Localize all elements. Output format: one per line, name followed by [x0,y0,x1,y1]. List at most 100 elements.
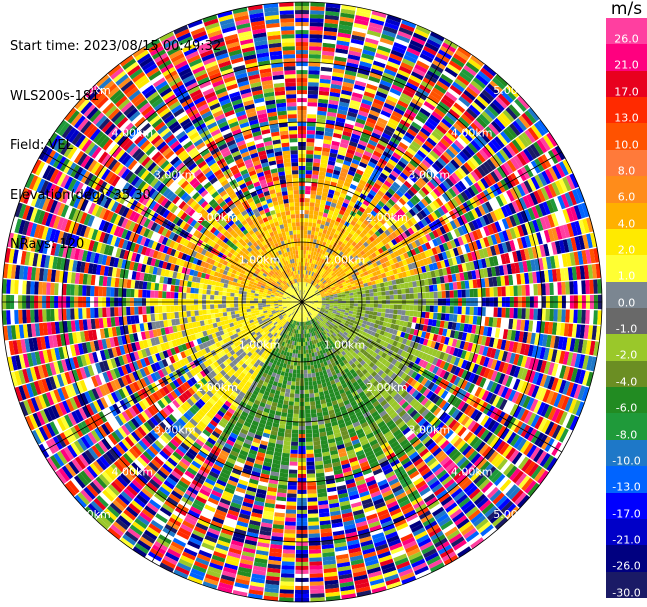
range-gate [451,172,461,183]
range-gate [368,75,381,84]
range-gate [533,308,538,320]
range-gate [391,84,404,93]
range-gate [459,134,470,145]
range-gate [454,169,464,180]
range-gate [341,134,351,141]
range-gate [303,230,308,235]
range-gate [352,30,366,38]
range-gate [320,74,332,80]
range-gate [397,175,406,184]
range-gate [391,238,398,246]
range-gate [330,265,335,270]
range-gate [338,175,346,182]
range-gate [437,305,442,313]
range-gate [311,271,315,277]
range-gate [290,445,298,450]
range-gate [342,239,349,245]
range-gate [389,304,394,309]
range-gate [334,56,347,62]
range-gate [332,273,337,278]
range-gate [433,291,438,299]
range-gate [404,229,411,237]
range-gate [397,226,404,234]
range-gate [453,290,458,298]
range-gate [312,243,316,248]
range-gate [425,312,430,319]
range-gate [502,109,515,123]
range-gate [444,283,450,291]
range-gate [348,244,355,250]
range-gate [369,220,377,227]
range-gate [293,405,300,410]
range-gate [368,285,373,290]
range-gate [343,245,349,251]
range-gate [343,160,352,167]
range-gate [387,187,396,196]
range-gate [308,246,313,251]
range-gate [293,345,297,350]
range-gate [460,113,473,125]
range-gate [406,189,415,198]
range-gate [321,258,325,264]
range-gate [346,252,352,258]
range-gate [419,53,434,63]
range-gate [437,291,442,299]
range-gate [289,393,295,398]
range-gate [327,107,338,114]
range-gate [410,217,418,225]
range-gate [380,110,392,118]
range-gate [351,252,357,258]
range-gate [320,267,325,273]
range-gate [336,113,347,120]
range-gate [346,115,357,122]
range-gate [372,196,380,204]
range-gate [322,143,331,149]
range-gate [346,62,359,69]
range-gate [486,83,500,96]
range-gate [397,208,406,217]
range-gate [313,436,320,442]
range-gate [315,283,319,288]
range-gate [353,255,359,261]
range-gate [369,307,374,312]
range-gate [503,87,517,101]
range-gate [397,30,412,40]
range-gate [308,70,320,75]
range-gate [324,127,334,133]
range-gate [404,85,417,95]
range-gate [348,50,362,57]
range-gate [325,271,330,276]
range-gate [318,253,322,258]
range-gate [357,241,363,247]
range-gate [379,172,388,180]
range-gate [313,259,317,265]
range-gate [447,88,460,99]
range-gate [349,46,363,53]
range-gate [305,270,308,275]
range-gate [345,293,350,297]
range-gate [373,304,378,308]
range-gate [402,58,416,68]
range-gate [355,147,365,155]
range-gate [448,145,459,156]
range-gate [429,150,440,160]
range-gate [425,305,430,312]
range-gate [324,275,329,280]
range-gate [334,229,340,236]
range-gate [450,125,462,137]
range-gate [329,240,335,246]
range-gate [335,48,349,55]
range-gate [382,29,397,38]
range-gate [300,321,302,326]
range-gate [448,60,463,71]
range-gate [288,405,294,410]
range-gate [308,529,320,534]
range-gate [396,34,411,44]
range-gate [521,284,526,296]
range-gate [304,397,310,402]
range-gate [408,316,413,323]
range-gate [319,171,326,177]
range-gate [305,433,313,438]
range-gate [400,62,414,71]
range-gate [489,156,500,168]
